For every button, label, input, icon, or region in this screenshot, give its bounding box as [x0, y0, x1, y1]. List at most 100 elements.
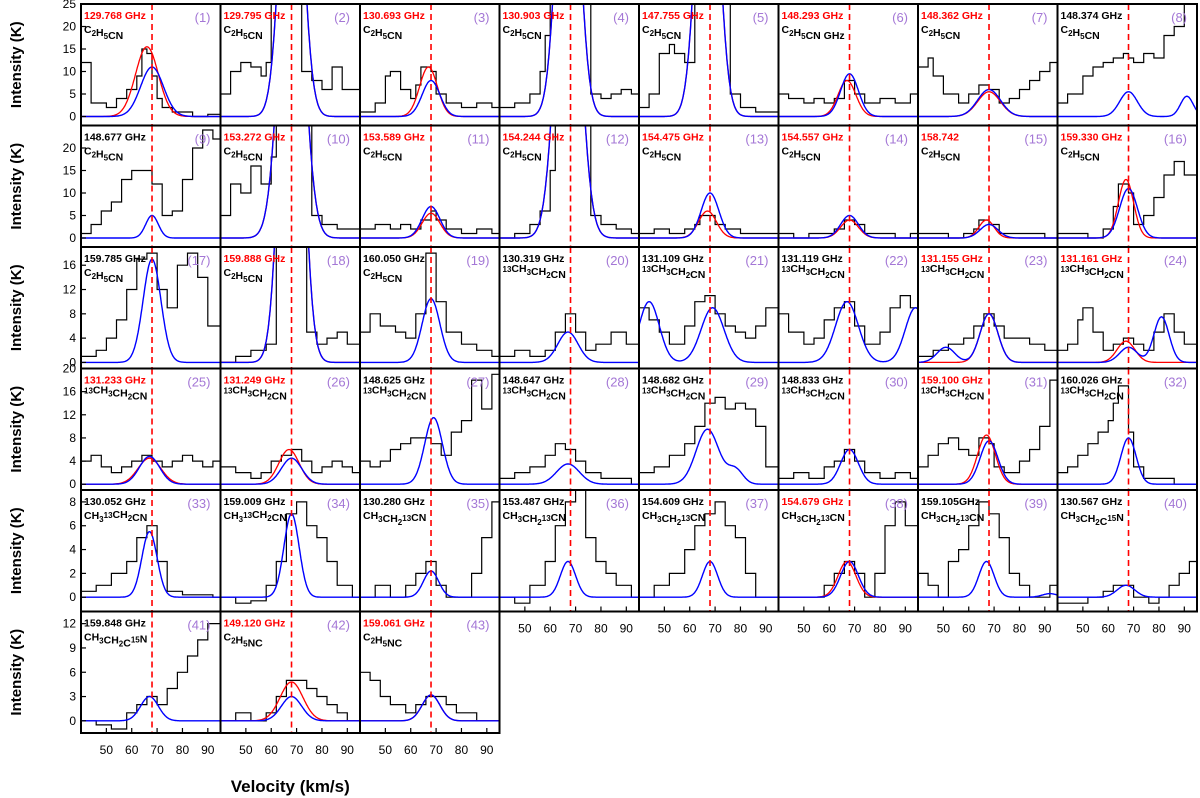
y-tick-label: 8 — [69, 431, 76, 445]
model-fit-blue — [778, 448, 918, 485]
panel-number: (36) — [606, 496, 629, 511]
panel-molecule: C2H5CN — [503, 146, 542, 164]
panel-frequency: 153.487 GHz — [503, 496, 565, 508]
y-tick-label: 0 — [69, 590, 76, 604]
panel-number: (42) — [327, 618, 350, 633]
observed-spectrum — [499, 125, 639, 239]
model-fit-blue — [360, 694, 500, 722]
x-tick-label: 70 — [429, 743, 443, 757]
panel-frequency: 160.026 GHz — [1061, 375, 1123, 387]
panel-molecule: C2H5CN — [84, 146, 123, 164]
spectrum-panel: 153.272 GHz C2H5CN (10) — [219, 124, 361, 248]
observed-spectrum — [918, 313, 1058, 357]
spectrum-panel: 159.061 GHz C2H5NC (43) — [359, 610, 501, 734]
panel-number: (13) — [745, 132, 768, 147]
panel-plot-area — [639, 368, 779, 490]
y-axis-label: Intensity (K) — [8, 386, 25, 473]
observed-spectrum — [360, 671, 500, 722]
x-tick-label: 70 — [848, 622, 862, 636]
y-tick-label: 3 — [69, 690, 76, 704]
model-fit-red — [360, 694, 500, 722]
panel-molecule: 13CH3CH2CN — [921, 385, 984, 403]
panel-number: (32) — [1164, 375, 1187, 390]
panel-molecule: C2H5CN — [1061, 146, 1100, 164]
x-tick-label: 70 — [1127, 622, 1141, 636]
panel-frame — [1056, 489, 1198, 613]
panel-molecule: 13CH3CH2CN — [224, 385, 287, 403]
x-tick-label: 80 — [176, 743, 190, 757]
x-tick-label: 70 — [987, 622, 1001, 636]
panel-number: (20) — [606, 253, 629, 268]
panel-number: (39) — [1024, 496, 1047, 511]
panel-number: (6) — [892, 10, 908, 25]
panel-number: (40) — [1164, 496, 1187, 511]
x-tick-label: 80 — [1013, 622, 1027, 636]
y-tick-label: 12 — [63, 617, 77, 631]
y-tick-label: 0 — [69, 355, 76, 369]
panel-number: (5) — [753, 10, 769, 25]
panel-frame — [359, 610, 501, 734]
panel-frequency: 159.785 GHz — [84, 253, 146, 265]
x-tick-label: 70 — [708, 622, 722, 636]
model-fit-blue — [639, 428, 779, 485]
x-tick-label: 80 — [315, 743, 329, 757]
panel-molecule: 13CH3CH2CN — [642, 385, 705, 403]
panel-plot-area — [499, 368, 639, 490]
panel-plot-area — [220, 368, 360, 490]
model-fit-blue — [778, 73, 918, 118]
model-fit-red — [360, 212, 500, 239]
observed-spectrum — [81, 623, 221, 730]
y-tick-label: 4 — [69, 543, 76, 557]
panel-molecule: C2H5CN — [224, 267, 263, 285]
model-fit-blue — [81, 258, 221, 364]
panel-frequency: 149.120 GHz — [224, 618, 286, 630]
panel-molecule: C2H5CN — [1061, 24, 1100, 42]
model-fit-blue — [1057, 187, 1197, 239]
y-tick-label: 9 — [69, 641, 76, 655]
model-fit-blue — [778, 560, 918, 598]
panel-frequency: 131.109 GHz — [642, 253, 704, 265]
panel-plot-area — [918, 125, 1058, 247]
y-tick-label: 20 — [63, 141, 77, 155]
y-tick-label: 10 — [63, 65, 77, 79]
panel-number: (12) — [606, 132, 629, 147]
observed-spectrum — [220, 4, 360, 95]
panel-number: (35) — [466, 496, 489, 511]
observed-spectrum — [639, 214, 779, 235]
model-fit-blue — [778, 300, 918, 364]
model-fit-blue — [499, 560, 639, 598]
panel-frequency: 154.609 GHz — [642, 496, 704, 508]
panel-molecule: CH3CH2C15N — [1061, 510, 1124, 528]
panel-number: (1) — [195, 10, 211, 25]
observed-spectrum — [1057, 307, 1197, 351]
panel-molecule: CH3CH213CN — [642, 510, 705, 527]
panel-plot-area — [81, 368, 221, 490]
spectrum-panel: 159.785 GHz C2H5CN (17) — [80, 246, 222, 370]
panel-frequency: 160.050 GHz — [363, 253, 425, 265]
observed-spectrum — [220, 125, 360, 230]
observed-spectrum — [639, 501, 779, 598]
observed-spectrum — [220, 501, 360, 604]
observed-spectrum — [499, 443, 639, 485]
model-fit-blue — [499, 331, 639, 364]
panel-molecule: C2H5CN — [921, 24, 960, 42]
panel-number: (24) — [1164, 253, 1187, 268]
x-tick-label: 50 — [937, 622, 951, 636]
panel-number: (21) — [745, 253, 768, 268]
observed-spectrum — [499, 313, 639, 357]
model-fit-blue — [499, 463, 639, 485]
observed-spectrum — [220, 679, 360, 722]
panel-number: (31) — [1024, 375, 1047, 390]
model-fit-blue — [360, 416, 500, 485]
panel-plot-area — [220, 490, 360, 612]
observed-spectrum — [81, 525, 221, 598]
panel-number: (41) — [187, 618, 210, 633]
panel-plot-area — [499, 4, 639, 126]
x-tick-label: 80 — [734, 622, 748, 636]
panel-molecule: CH313CH2CN — [84, 509, 147, 524]
spectrum-panel: 159.330 GHz C2H5CN (16) — [1056, 124, 1198, 248]
